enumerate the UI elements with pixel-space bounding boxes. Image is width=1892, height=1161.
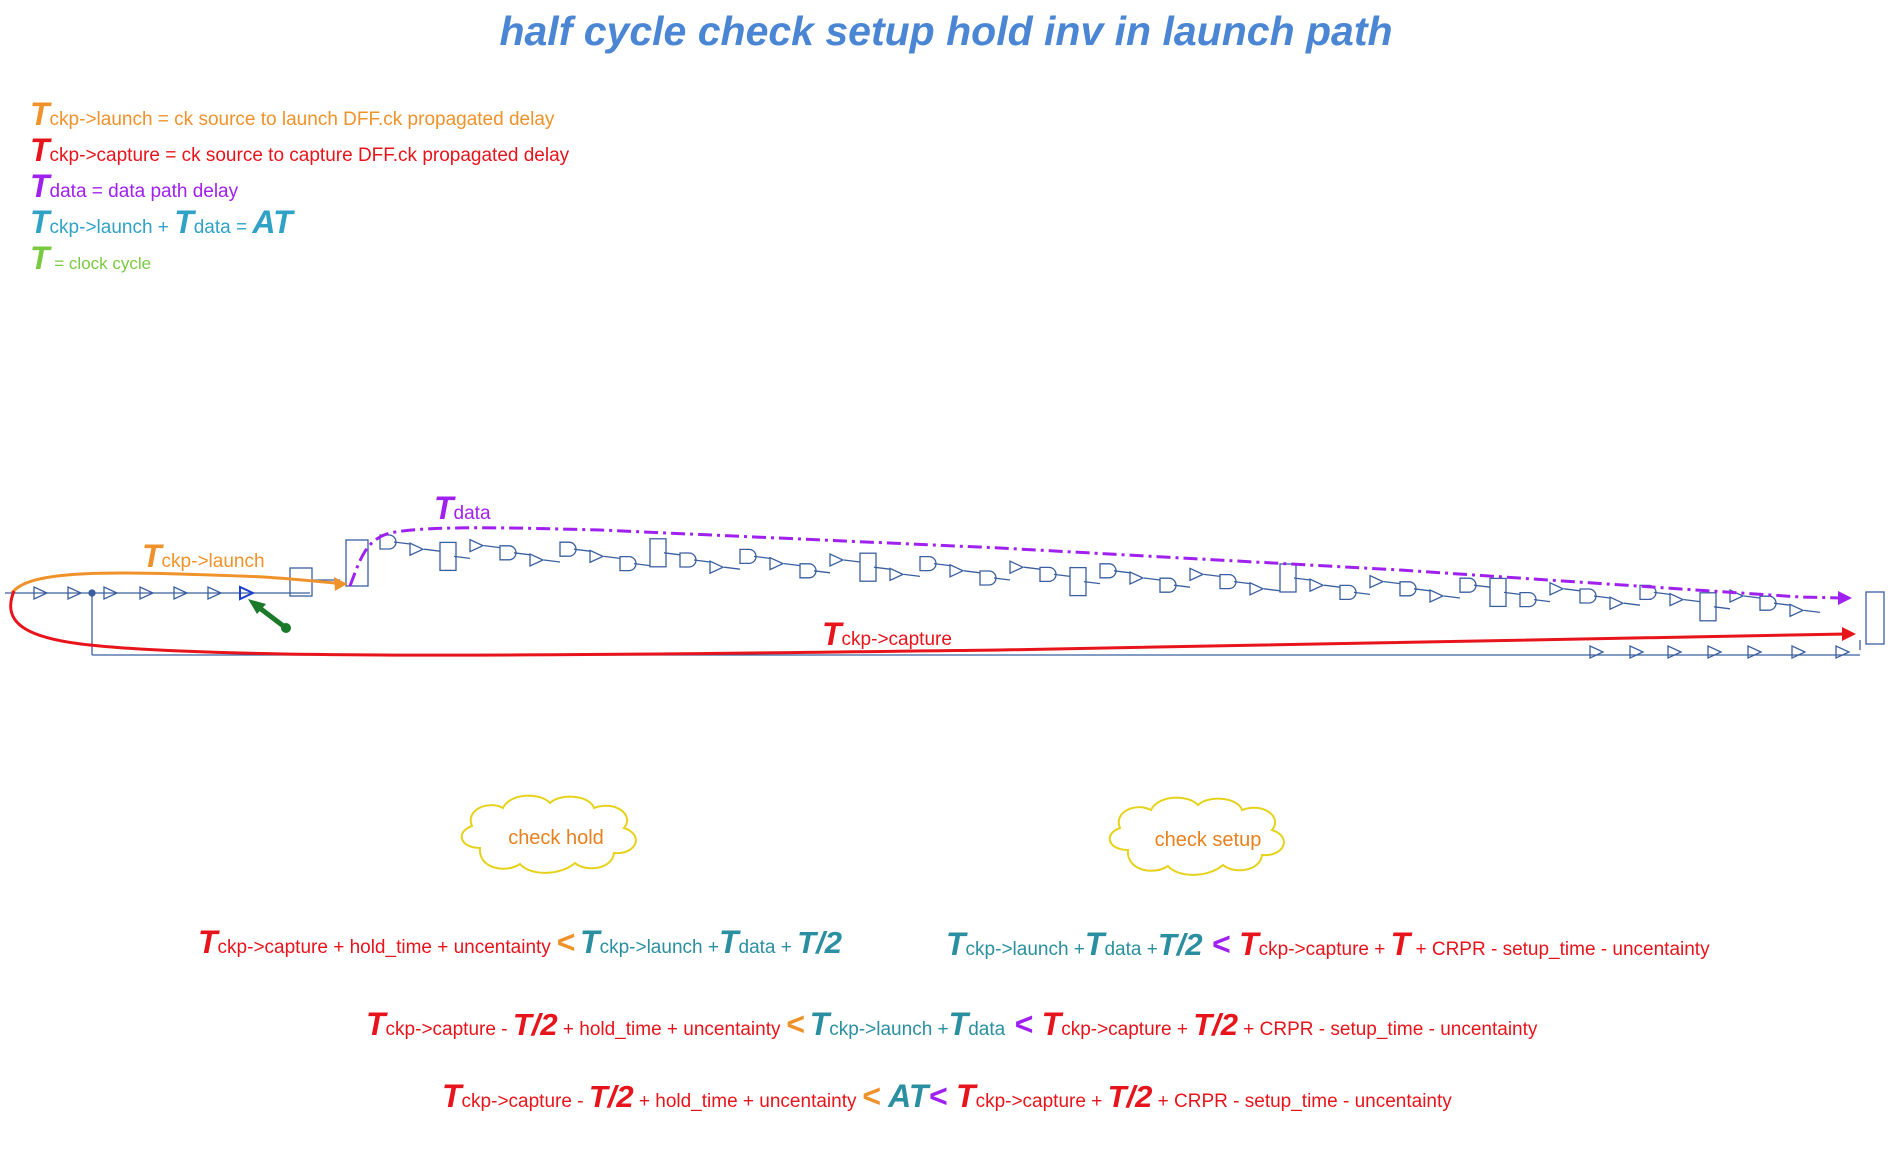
capture-buffer-3 (1707, 644, 1723, 660)
gate-6 (559, 541, 577, 557)
check-hold-cloud: check hold (460, 794, 637, 874)
capture-buffer-5 (1791, 644, 1807, 660)
launch-buffer-3 (139, 585, 155, 601)
gate-36 (1459, 577, 1477, 593)
gate-18 (919, 555, 937, 572)
legend-data: Tdata = data path delay (30, 168, 239, 204)
legend-capture: Tckp->capture = ck source to capture DFF… (30, 132, 570, 168)
gate-10 (679, 552, 697, 568)
mux-block (345, 539, 369, 587)
capture-path-arrow (9, 590, 1847, 657)
gate-43 (1669, 592, 1685, 607)
gate-2 (439, 541, 457, 572)
gate-45 (1729, 588, 1745, 604)
inverter-pointed (239, 585, 256, 601)
gate-38 (1519, 591, 1537, 608)
launch-path-arrow (10, 571, 347, 594)
capture-buffer-2 (1667, 644, 1683, 660)
launch-buffer-2 (103, 585, 119, 601)
green-pointer-arrow (255, 604, 288, 630)
gate-22 (1039, 566, 1057, 583)
legend-at: Tckp->launch + Tdata = AT (30, 204, 293, 240)
hold-equation: Tckp->capture + hold_time + uncentainty … (198, 924, 842, 960)
gate-1 (409, 542, 425, 557)
gate-29 (1249, 581, 1265, 596)
setup-equation: Tckp->launch +Tdata +T/2 < Tckp->capture… (946, 926, 1710, 962)
capture-dff (1865, 591, 1885, 645)
gate-3 (469, 538, 485, 553)
gate-26 (1159, 577, 1177, 593)
combined-equation: Tckp->capture - T/2 + hold_time + uncent… (366, 1006, 1538, 1042)
check-hold-label: check hold (508, 827, 604, 849)
gate-16 (859, 552, 877, 582)
gate-47 (1789, 603, 1805, 618)
gate-0 (379, 534, 397, 550)
data-arrowhead (1838, 591, 1852, 605)
launch-buffer-0 (33, 585, 49, 601)
gate-27 (1189, 567, 1205, 582)
gate-23 (1069, 566, 1087, 597)
gate-17 (889, 567, 905, 582)
launch-buffer-4 (173, 585, 189, 601)
gate-5 (529, 552, 545, 568)
diagram-title: half cycle check setup hold inv in launc… (499, 8, 1393, 54)
gate-11 (709, 560, 725, 575)
branch-node (88, 589, 96, 597)
legend-launch: Tckp->launch = ck source to launch DFF.c… (30, 96, 555, 132)
capture-arrowhead (1842, 627, 1856, 641)
gate-35 (1429, 588, 1445, 604)
data-path-arrow (348, 526, 1843, 600)
launch-arrowhead (334, 577, 347, 591)
gate-37 (1489, 577, 1507, 608)
gate-40 (1579, 588, 1597, 604)
gate-15 (829, 552, 845, 568)
capture-buffer-4 (1747, 644, 1763, 660)
gate-13 (769, 556, 785, 571)
launch-buffer-5 (207, 585, 223, 601)
capture-buffer-1 (1629, 644, 1645, 660)
gate-21 (1009, 560, 1025, 575)
gate-33 (1369, 574, 1385, 589)
gate-9 (649, 538, 667, 568)
gate-12 (739, 548, 757, 565)
legend-cycle: T = clock cycle (30, 240, 152, 276)
gate-46 (1759, 595, 1777, 611)
gate-25 (1129, 570, 1145, 586)
green-pointer-dot (281, 623, 291, 633)
gate-14 (799, 563, 817, 579)
label-data: Tdata (434, 490, 491, 526)
gate-31 (1309, 578, 1325, 593)
gate-20 (979, 570, 997, 586)
gate-7 (589, 549, 605, 564)
capture-buffer-6 (1835, 644, 1851, 660)
gate-32 (1339, 584, 1357, 601)
gate-8 (619, 555, 637, 572)
gate-41 (1609, 596, 1625, 611)
capture-buffer-0 (1589, 644, 1605, 660)
check-setup-label: check setup (1155, 829, 1262, 851)
launch-buffer-1 (67, 585, 83, 601)
label-launch: Tckp->launch (142, 538, 265, 574)
gate-4 (499, 545, 517, 561)
gate-19 (949, 563, 965, 578)
gate-39 (1549, 581, 1565, 596)
gate-28 (1219, 573, 1237, 590)
label-capture: Tckp->capture (822, 616, 952, 652)
gate-44 (1699, 592, 1717, 622)
gate-34 (1399, 581, 1417, 597)
at-equation: Tckp->capture - T/2 + hold_time + uncent… (442, 1078, 1452, 1114)
gate-24 (1099, 563, 1117, 579)
check-setup-cloud: check setup (1108, 796, 1285, 876)
gate-30 (1279, 563, 1297, 593)
